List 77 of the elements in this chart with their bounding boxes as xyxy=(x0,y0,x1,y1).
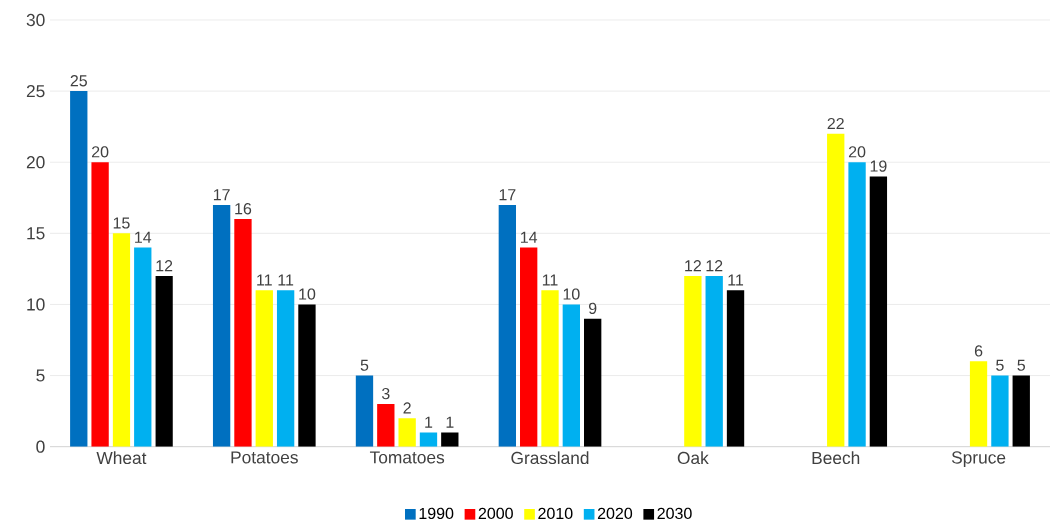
data-label: 6 xyxy=(974,345,983,357)
legend-label: 2020 xyxy=(597,507,633,520)
legend-label: 2010 xyxy=(538,507,573,520)
data-label: 20 xyxy=(91,146,109,158)
x-tick-label: Oak xyxy=(677,451,709,465)
legend-label: 2030 xyxy=(657,507,692,520)
data-label: 11 xyxy=(542,274,558,286)
bar xyxy=(234,219,252,447)
data-label: 12 xyxy=(156,260,173,272)
bar xyxy=(70,91,88,447)
data-label: 11 xyxy=(278,274,294,286)
data-label: 5 xyxy=(1017,359,1026,371)
bar xyxy=(255,290,273,447)
bar xyxy=(541,290,559,447)
data-label: 11 xyxy=(257,274,272,286)
x-tick-label: Potatoes xyxy=(231,451,298,464)
data-label: 5 xyxy=(996,359,1004,371)
data-label: 25 xyxy=(70,75,87,87)
bar xyxy=(112,233,131,447)
data-label: 5 xyxy=(360,359,369,371)
data-label: 10 xyxy=(299,288,316,300)
bar xyxy=(134,247,152,447)
data-label: 1 xyxy=(446,416,454,428)
data-label: 16 xyxy=(235,203,252,215)
bar xyxy=(212,204,231,447)
data-label: 14 xyxy=(520,231,538,243)
data-label: 12 xyxy=(685,260,701,272)
data-label: 3 xyxy=(381,387,390,400)
x-tick-label: Wheat xyxy=(96,451,147,465)
bar xyxy=(991,375,1009,447)
y-tick-label: 25 xyxy=(26,84,45,98)
data-label: 19 xyxy=(870,160,887,172)
data-label: 17 xyxy=(213,189,230,201)
y-tick-label: 0 xyxy=(36,440,45,453)
y-tick-label: 5 xyxy=(36,369,45,382)
data-label: 15 xyxy=(113,217,130,229)
data-label: 22 xyxy=(827,117,844,130)
data-label: 20 xyxy=(848,146,866,158)
bar xyxy=(298,304,316,447)
y-tick-label: 15 xyxy=(27,227,45,240)
bar xyxy=(355,375,374,447)
data-label: 11 xyxy=(728,274,744,286)
bar xyxy=(848,162,866,447)
data-label: 10 xyxy=(563,288,580,300)
x-tick-label: Tomatoes xyxy=(369,451,445,464)
x-tick-label: Grassland xyxy=(511,451,589,465)
bar xyxy=(155,276,173,447)
bar xyxy=(726,290,745,447)
bar xyxy=(1012,375,1030,447)
data-label: 2 xyxy=(403,402,411,414)
bar xyxy=(969,361,988,447)
x-tick-label: Spruce xyxy=(951,451,1006,468)
data-label: 17 xyxy=(499,189,516,201)
data-label: 14 xyxy=(135,231,152,243)
bar xyxy=(684,276,702,447)
bar xyxy=(441,432,459,447)
data-label: 9 xyxy=(588,302,597,314)
bar xyxy=(398,418,416,447)
bar xyxy=(827,133,845,447)
y-tick-label: 30 xyxy=(26,13,45,27)
x-tick-label: Beech xyxy=(812,451,860,465)
y-tick-label: 10 xyxy=(27,298,45,311)
bar xyxy=(419,432,438,447)
bar xyxy=(520,247,538,447)
bar xyxy=(276,290,295,447)
data-label: 12 xyxy=(706,260,723,272)
bar xyxy=(869,176,888,447)
bar xyxy=(705,276,723,447)
legend-label: 1990 xyxy=(419,507,454,520)
bar xyxy=(377,404,395,447)
data-label: 1 xyxy=(425,416,433,428)
bar xyxy=(498,204,517,447)
bar xyxy=(562,304,581,447)
bar xyxy=(91,162,109,447)
legend-label: 2000 xyxy=(478,507,513,520)
y-tick-label: 20 xyxy=(26,156,45,169)
bar xyxy=(584,318,602,447)
